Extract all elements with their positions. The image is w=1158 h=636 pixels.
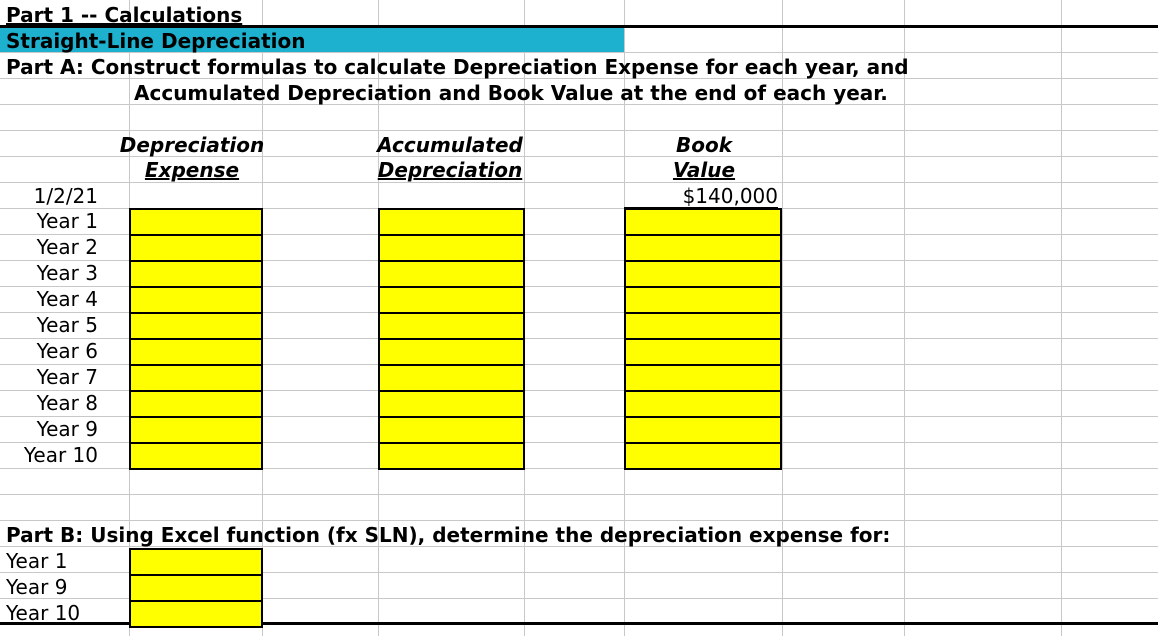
accumulated-depreciation-cell[interactable] (378, 260, 525, 288)
part-b-instructions: Part B: Using Excel function (fx SLN), d… (6, 523, 891, 547)
header-book: Book (675, 133, 733, 157)
depreciation-expense-cell[interactable] (129, 234, 263, 262)
depreciation-expense-cell[interactable] (129, 364, 263, 392)
year-label: Year 6 (36, 339, 98, 363)
grid-row-line (0, 260, 1158, 261)
sln-expense-cell[interactable] (129, 574, 263, 602)
year-label: Year 2 (36, 235, 98, 259)
grid-row-line (0, 130, 1158, 131)
grid-row-line (0, 182, 1158, 183)
accumulated-depreciation-cell[interactable] (378, 312, 525, 340)
depreciation-expense-cell[interactable] (129, 286, 263, 314)
book-value-cell[interactable] (624, 260, 782, 288)
sln-expense-cell[interactable] (129, 548, 263, 576)
accumulated-depreciation-cell[interactable] (378, 208, 525, 236)
grid-row-line (0, 364, 1158, 365)
grid-row-line (0, 286, 1158, 287)
year-label: Year 4 (36, 287, 98, 311)
grid-row-line (0, 234, 1158, 235)
depreciation-expense-cell[interactable] (129, 442, 263, 470)
year-label: Year 5 (36, 313, 98, 337)
initial-book-value: $140,000 (624, 183, 778, 209)
grid-row-line (0, 208, 1158, 209)
book-value-cell[interactable] (624, 312, 782, 340)
part-a-instructions-line1: Part A: Construct formulas to calculate … (6, 55, 909, 79)
title-rule (0, 25, 1158, 28)
accumulated-depreciation-cell[interactable] (378, 390, 525, 418)
accumulated-depreciation-cell[interactable] (378, 286, 525, 314)
grid-column-line (1061, 0, 1062, 636)
grid-row-line (0, 104, 1158, 105)
part-a-instructions-line2: Accumulated Depreciation and Book Value … (134, 81, 888, 105)
accumulated-depreciation-cell[interactable] (378, 416, 525, 444)
grid-row-line (0, 390, 1158, 391)
year-label: Year 8 (36, 391, 98, 415)
depreciation-expense-cell[interactable] (129, 208, 263, 236)
depreciation-expense-cell[interactable] (129, 312, 263, 340)
depreciation-expense-cell[interactable] (129, 390, 263, 418)
book-value-cell[interactable] (624, 234, 782, 262)
book-value-cell[interactable] (624, 364, 782, 392)
part-b-year-label: Year 10 (6, 601, 81, 625)
depreciation-expense-cell[interactable] (129, 260, 263, 288)
grid-row-line (0, 598, 1158, 599)
grid-row-line (0, 442, 1158, 443)
book-value-cell[interactable] (624, 286, 782, 314)
book-value-cell[interactable] (624, 442, 782, 470)
grid-row-line (0, 468, 1158, 469)
header-value: Value (672, 158, 736, 182)
depreciation-expense-cell[interactable] (129, 416, 263, 444)
grid-row-line (0, 52, 1158, 53)
grid-row-line (0, 572, 1158, 573)
grid-row-line (0, 156, 1158, 157)
accumulated-depreciation-cell[interactable] (378, 338, 525, 366)
accumulated-depreciation-cell[interactable] (378, 364, 525, 392)
grid-row-line (0, 78, 1158, 79)
grid-column-line (904, 0, 905, 636)
section-subtitle: Straight-Line Depreciation (6, 29, 306, 53)
part-b-year-label: Year 1 (6, 549, 68, 573)
grid-row-line (0, 338, 1158, 339)
book-value-cell[interactable] (624, 390, 782, 418)
book-value-cell[interactable] (624, 208, 782, 236)
year-label: Year 7 (36, 365, 98, 389)
subtitle-fill (0, 27, 624, 52)
grid-row-line (0, 312, 1158, 313)
header-depreciation-2: Depreciation (377, 158, 523, 182)
grid-row-line (0, 546, 1158, 547)
header-accumulated: Accumulated (377, 133, 523, 157)
accumulated-depreciation-cell[interactable] (378, 234, 525, 262)
year-label: Year 3 (36, 261, 98, 285)
sln-expense-cell[interactable] (129, 600, 263, 628)
header-expense: Expense (144, 158, 240, 182)
page-title: Part 1 -- Calculations (6, 3, 243, 27)
depreciation-expense-cell[interactable] (129, 338, 263, 366)
year-label: Year 10 (23, 443, 98, 467)
grid-row-line (0, 520, 1158, 521)
bottom-rule (0, 622, 1158, 625)
year-label: Year 1 (36, 209, 98, 233)
grid-row-line (0, 416, 1158, 417)
year-label: Year 9 (36, 417, 98, 441)
initial-date: 1/2/21 (33, 184, 98, 208)
book-value-cell[interactable] (624, 338, 782, 366)
grid-row-line (0, 494, 1158, 495)
part-b-year-label: Year 9 (6, 575, 68, 599)
grid-column-line (782, 0, 783, 636)
book-value-cell[interactable] (624, 416, 782, 444)
accumulated-depreciation-cell[interactable] (378, 442, 525, 470)
header-depreciation: Depreciation (119, 133, 265, 157)
